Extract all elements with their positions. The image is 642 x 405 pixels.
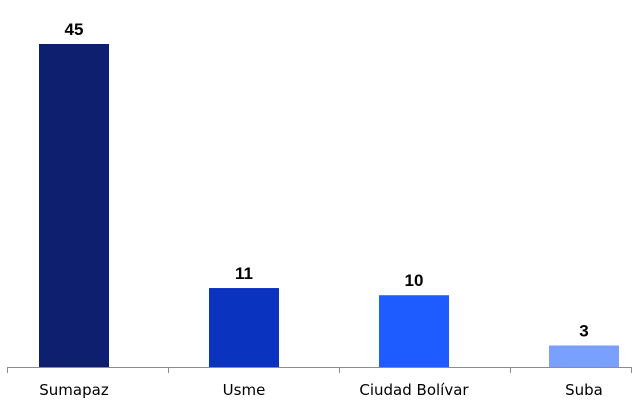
category-labels: Sumapaz Usme Ciudad Bolívar Suba <box>39 381 603 399</box>
bar-value-label: 10 <box>405 271 424 290</box>
x-axis-ticks <box>7 367 632 373</box>
x-tick-label: Suba <box>565 381 603 399</box>
x-tick-label: Usme <box>223 381 266 399</box>
bar-value-label: 45 <box>65 20 84 39</box>
bar-suba <box>549 345 619 367</box>
bars-layer <box>39 44 619 367</box>
bar-ciudad-bol-var <box>379 295 449 367</box>
x-tick-label: Ciudad Bolívar <box>359 381 469 399</box>
bar-value-label: 3 <box>579 321 588 340</box>
bar-sumapaz <box>39 44 109 367</box>
value-labels: 45 11 10 3 <box>65 20 589 340</box>
bar-usme <box>209 288 279 367</box>
bar-value-label: 11 <box>235 264 253 283</box>
x-tick-label: Sumapaz <box>39 381 109 399</box>
